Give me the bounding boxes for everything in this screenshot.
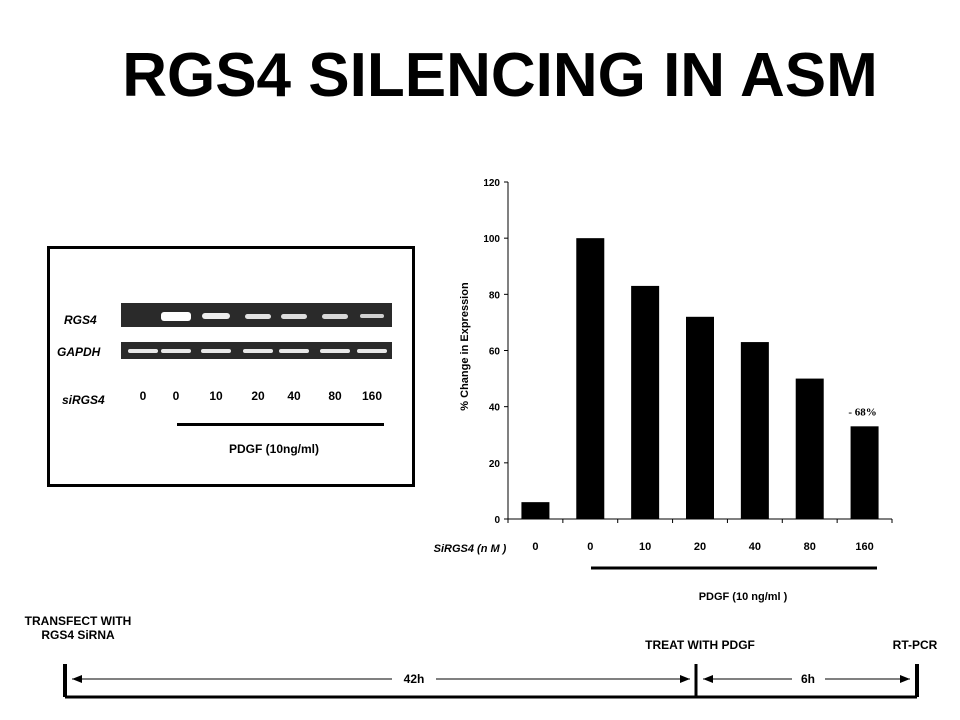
gel-lane-number: 0 <box>139 389 147 403</box>
y-tick-label: 60 <box>489 347 501 358</box>
x-tick-label: 40 <box>749 541 761 553</box>
x-tick-label: 10 <box>639 541 651 553</box>
gel-treatment-line <box>177 423 384 426</box>
gel-lane-number: 40 <box>287 389 301 403</box>
arrow-head-right <box>900 675 910 683</box>
rtpcr-label: RT-PCR <box>892 638 938 652</box>
x-tick-label: 0 <box>532 541 538 553</box>
gel-lane-number: 10 <box>209 389 223 403</box>
bar-annotation: - 68% <box>848 406 876 418</box>
page-title: RGS4 SILENCING IN ASM <box>122 41 878 110</box>
gel-row-label-gapdh: GAPDH <box>57 345 101 359</box>
y-tick-label: 120 <box>483 178 500 189</box>
gel-row-label-rgs4: RGS4 <box>64 313 97 327</box>
y-tick-label: 40 <box>489 403 501 414</box>
y-tick-label: 80 <box>489 290 501 301</box>
x-tick-label: 0 <box>587 541 593 553</box>
rgs4-band <box>161 311 191 321</box>
bar <box>521 502 550 519</box>
rgs4-band <box>245 313 271 319</box>
x-axis-title: SiRGS4 (n M ) <box>434 543 507 555</box>
gapdh-band <box>357 349 387 353</box>
bar <box>850 426 879 519</box>
rgs4-band <box>281 313 307 319</box>
gel-lane-number: 160 <box>361 389 383 403</box>
bar <box>740 342 769 519</box>
treatment-label: PDGF (10 ng/ml ) <box>699 591 788 603</box>
x-tick-label: 80 <box>804 541 816 553</box>
transfect-label-line2: RGS4 SiRNA <box>41 628 115 642</box>
rgs4-band <box>202 313 230 319</box>
y-tick-label: 0 <box>494 515 500 526</box>
gel-lane-number: 20 <box>251 389 265 403</box>
gel-lane-number: 0 <box>172 389 180 403</box>
bar <box>576 238 605 519</box>
arrow-head-left <box>72 675 82 683</box>
gel-lane-label: siRGS4 <box>62 393 105 407</box>
rgs4-band <box>322 313 348 319</box>
y-tick-label: 20 <box>489 459 501 470</box>
gapdh-band <box>320 349 350 353</box>
bar <box>795 378 824 519</box>
y-axis-title: % Change in Expression <box>459 282 471 411</box>
gapdh-band <box>128 349 158 353</box>
arrow-head-left <box>703 675 713 683</box>
gapdh-band <box>201 349 231 353</box>
gapdh-band <box>243 349 273 353</box>
treat-label: TREAT WITH PDGF <box>645 638 755 652</box>
gel-lane-number: 80 <box>328 389 342 403</box>
interval1-label: 42h <box>404 672 425 686</box>
gapdh-band <box>279 349 309 353</box>
gel-panel <box>47 246 415 487</box>
y-tick-label: 100 <box>483 234 500 245</box>
gel-treatment-label: PDGF (10ng/ml) <box>229 442 320 456</box>
arrow-head-right <box>680 675 690 683</box>
x-tick-label: 20 <box>694 541 706 553</box>
x-tick-label: 160 <box>855 541 873 553</box>
interval2-label: 6h <box>801 672 815 686</box>
gapdh-band <box>161 349 191 353</box>
bar <box>686 316 714 519</box>
rgs4-band <box>360 314 384 318</box>
bar <box>631 285 660 519</box>
transfect-label-line1: TRANSFECT WITH <box>24 614 132 628</box>
